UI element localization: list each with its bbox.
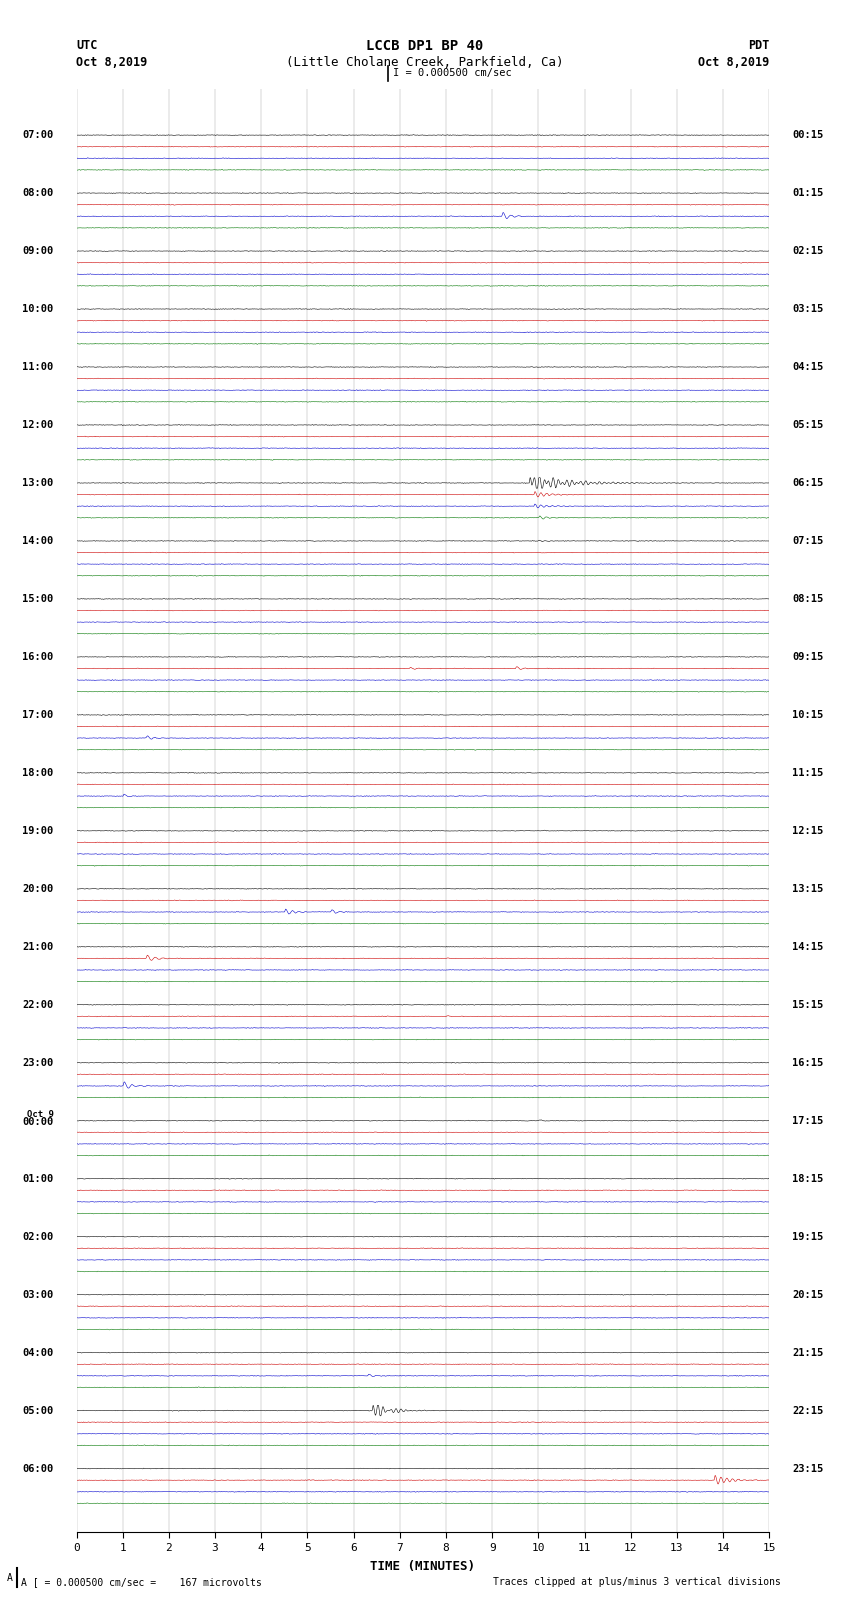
Text: 05:15: 05:15	[792, 419, 824, 431]
Text: Oct 8,2019: Oct 8,2019	[76, 56, 148, 69]
Text: A: A	[7, 1573, 13, 1582]
Text: PDT: PDT	[748, 39, 769, 52]
Text: 06:00: 06:00	[22, 1463, 54, 1474]
Text: 15:15: 15:15	[792, 1000, 824, 1010]
Text: 12:15: 12:15	[792, 826, 824, 836]
Text: 15:00: 15:00	[22, 594, 54, 603]
Text: 01:00: 01:00	[22, 1174, 54, 1184]
Text: 04:00: 04:00	[22, 1347, 54, 1358]
Text: 11:00: 11:00	[22, 361, 54, 373]
Text: 22:15: 22:15	[792, 1405, 824, 1416]
Text: 14:15: 14:15	[792, 942, 824, 952]
Text: 16:00: 16:00	[22, 652, 54, 661]
Text: 23:15: 23:15	[792, 1463, 824, 1474]
Text: I = 0.000500 cm/sec: I = 0.000500 cm/sec	[393, 68, 512, 77]
X-axis label: TIME (MINUTES): TIME (MINUTES)	[371, 1560, 475, 1573]
Text: 13:15: 13:15	[792, 884, 824, 894]
Text: 13:00: 13:00	[22, 477, 54, 489]
Text: Oct 8,2019: Oct 8,2019	[698, 56, 769, 69]
Text: 16:15: 16:15	[792, 1058, 824, 1068]
Text: 20:15: 20:15	[792, 1290, 824, 1300]
Text: 17:15: 17:15	[792, 1116, 824, 1126]
Text: 18:00: 18:00	[22, 768, 54, 777]
Text: 17:00: 17:00	[22, 710, 54, 719]
Text: A [ = 0.000500 cm/sec =    167 microvolts: A [ = 0.000500 cm/sec = 167 microvolts	[21, 1578, 262, 1587]
Text: 02:15: 02:15	[792, 247, 824, 256]
Text: 05:00: 05:00	[22, 1405, 54, 1416]
Text: 03:00: 03:00	[22, 1290, 54, 1300]
Text: 19:00: 19:00	[22, 826, 54, 836]
Text: 19:15: 19:15	[792, 1232, 824, 1242]
Text: 02:00: 02:00	[22, 1232, 54, 1242]
Text: 04:15: 04:15	[792, 361, 824, 373]
Text: 22:00: 22:00	[22, 1000, 54, 1010]
Text: 01:15: 01:15	[792, 189, 824, 198]
Text: 23:00: 23:00	[22, 1058, 54, 1068]
Text: 10:00: 10:00	[22, 303, 54, 315]
Text: Traces clipped at plus/minus 3 vertical divisions: Traces clipped at plus/minus 3 vertical …	[493, 1578, 781, 1587]
Text: LCCB DP1 BP 40: LCCB DP1 BP 40	[366, 39, 484, 53]
Text: 08:00: 08:00	[22, 189, 54, 198]
Text: 06:15: 06:15	[792, 477, 824, 489]
Text: 07:00: 07:00	[22, 131, 54, 140]
Text: 21:00: 21:00	[22, 942, 54, 952]
Text: 00:15: 00:15	[792, 131, 824, 140]
Text: 12:00: 12:00	[22, 419, 54, 431]
Text: 11:15: 11:15	[792, 768, 824, 777]
Text: 10:15: 10:15	[792, 710, 824, 719]
Text: 07:15: 07:15	[792, 536, 824, 545]
Text: 08:15: 08:15	[792, 594, 824, 603]
Text: 09:15: 09:15	[792, 652, 824, 661]
Text: 21:15: 21:15	[792, 1347, 824, 1358]
Text: 03:15: 03:15	[792, 303, 824, 315]
Text: 09:00: 09:00	[22, 247, 54, 256]
Text: 00:00: 00:00	[22, 1118, 54, 1127]
Text: UTC: UTC	[76, 39, 98, 52]
Text: 20:00: 20:00	[22, 884, 54, 894]
Text: Oct 9: Oct 9	[26, 1110, 54, 1119]
Text: (Little Cholane Creek, Parkfield, Ca): (Little Cholane Creek, Parkfield, Ca)	[286, 56, 564, 69]
Text: 18:15: 18:15	[792, 1174, 824, 1184]
Text: 14:00: 14:00	[22, 536, 54, 545]
